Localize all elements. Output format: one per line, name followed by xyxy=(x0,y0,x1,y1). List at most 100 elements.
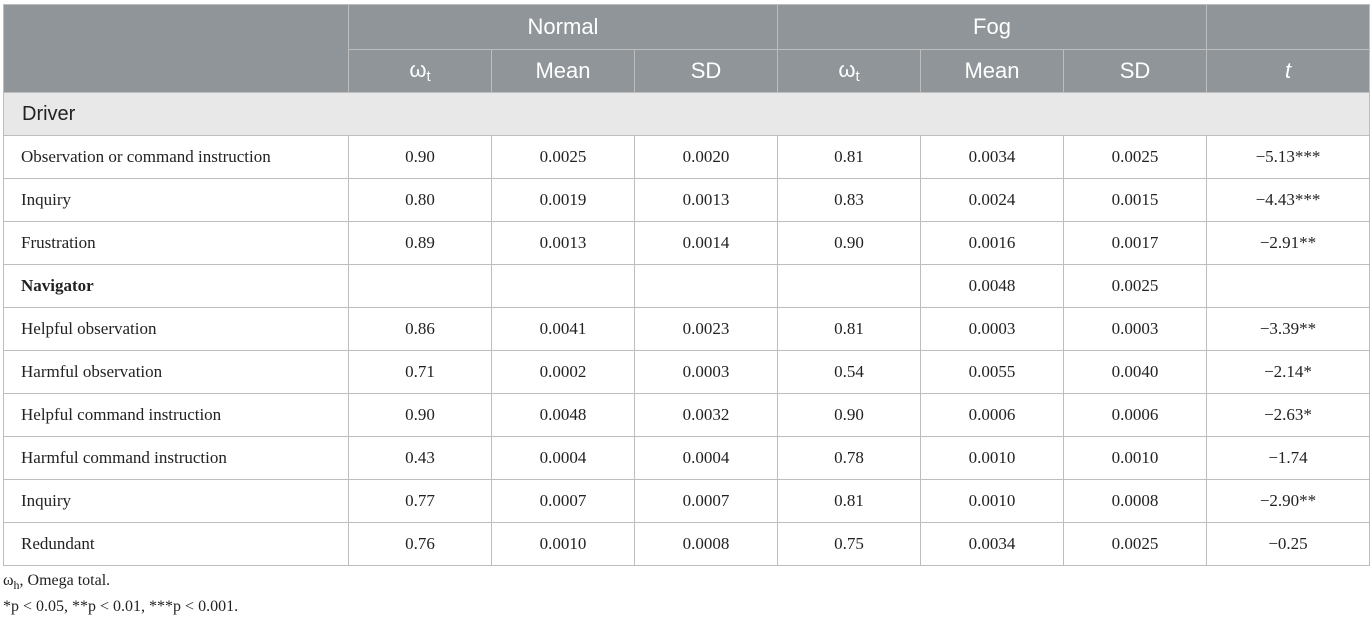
cell: 0.0010 xyxy=(491,522,635,566)
cell: −3.39** xyxy=(1206,307,1371,351)
cell: 0.0010 xyxy=(920,436,1064,480)
row-label: Harmful command instruction xyxy=(3,436,349,480)
cell: 0.75 xyxy=(777,522,921,566)
row-label: Helpful command instruction xyxy=(3,393,349,437)
cell: 0.0034 xyxy=(920,135,1064,179)
results-table: Normal Fog ωt Mean SD ωt Mean SD t Drive… xyxy=(2,4,1371,566)
table-row: Harmful command instruction 0.43 0.0004 … xyxy=(3,436,1371,480)
row-label: Redundant xyxy=(3,522,349,566)
row-label: Harmful observation xyxy=(3,350,349,394)
cell: 0.89 xyxy=(348,221,492,265)
header-t-spacer xyxy=(1206,4,1371,50)
cell: 0.0040 xyxy=(1062,350,1208,394)
section-label: Driver xyxy=(2,92,1371,136)
cell: 0.0032 xyxy=(634,393,778,437)
cell xyxy=(348,264,492,308)
cell: 0.86 xyxy=(348,307,492,351)
cell: 0.0041 xyxy=(491,307,635,351)
cell: 0.0002 xyxy=(491,350,635,394)
cell: −1.74 xyxy=(1206,436,1371,480)
table-footnotes: ωh, Omega total. *p < 0.05, **p < 0.01, … xyxy=(3,570,238,618)
cell: 0.0015 xyxy=(1062,178,1208,222)
cell: 0.77 xyxy=(348,479,492,523)
table-row: Helpful command instruction 0.90 0.0048 … xyxy=(3,393,1371,437)
cell: −2.90** xyxy=(1206,479,1371,523)
cell: 0.76 xyxy=(348,522,492,566)
table-row: Frustration 0.89 0.0013 0.0014 0.90 0.00… xyxy=(3,221,1371,265)
header-t: t xyxy=(1206,49,1371,93)
cell: 0.0010 xyxy=(1062,436,1208,480)
cell: 0.0004 xyxy=(491,436,635,480)
cell xyxy=(491,264,635,308)
table-row: Redundant 0.76 0.0010 0.0008 0.75 0.0034… xyxy=(3,522,1371,566)
header-fog-mean: Mean xyxy=(920,49,1064,93)
header-normal-sd: SD xyxy=(634,49,778,93)
cell: −2.63* xyxy=(1206,393,1371,437)
cell: 0.81 xyxy=(777,479,921,523)
cell: 0.71 xyxy=(348,350,492,394)
cell: 0.0003 xyxy=(1062,307,1208,351)
header-normal-omega: ωt xyxy=(348,49,492,93)
cell: 0.43 xyxy=(348,436,492,480)
cell: −0.25 xyxy=(1206,522,1371,566)
cell: 0.0008 xyxy=(634,522,778,566)
table-header: Normal Fog ωt Mean SD ωt Mean SD t xyxy=(3,4,1371,93)
row-label: Observation or command instruction xyxy=(3,135,349,179)
cell: 0.0025 xyxy=(491,135,635,179)
row-label: Helpful observation xyxy=(3,307,349,351)
table-row-navigator: Navigator 0.0048 0.0025 xyxy=(3,264,1371,308)
cell: 0.80 xyxy=(348,178,492,222)
table-row: Harmful observation 0.71 0.0002 0.0003 0… xyxy=(3,350,1371,394)
cell: 0.0006 xyxy=(1062,393,1208,437)
cell: 0.0014 xyxy=(634,221,778,265)
cell: 0.0016 xyxy=(920,221,1064,265)
header-normal: Normal xyxy=(348,4,778,50)
cell: 0.54 xyxy=(777,350,921,394)
cell: 0.81 xyxy=(777,307,921,351)
cell: 0.0024 xyxy=(920,178,1064,222)
cell: 0.0006 xyxy=(920,393,1064,437)
cell: 0.0048 xyxy=(491,393,635,437)
cell: 0.0048 xyxy=(920,264,1064,308)
cell: 0.0003 xyxy=(634,350,778,394)
header-blank xyxy=(3,4,349,93)
row-label: Navigator xyxy=(3,264,349,308)
cell: 0.0008 xyxy=(1062,479,1208,523)
section-row-driver: Driver xyxy=(2,92,1371,136)
cell: −4.43*** xyxy=(1206,178,1371,222)
row-label: Frustration xyxy=(3,221,349,265)
cell: 0.78 xyxy=(777,436,921,480)
cell: 0.0023 xyxy=(634,307,778,351)
cell: 0.0010 xyxy=(920,479,1064,523)
cell: 0.90 xyxy=(348,393,492,437)
header-fog: Fog xyxy=(776,4,1208,50)
cell xyxy=(634,264,778,308)
cell: 0.0007 xyxy=(634,479,778,523)
cell: 0.0025 xyxy=(1062,522,1208,566)
cell: 0.0013 xyxy=(491,221,635,265)
table-row: Observation or command instruction 0.90 … xyxy=(3,135,1371,179)
omega-footnote: ωh, Omega total. xyxy=(3,572,111,593)
cell: 0.81 xyxy=(777,135,921,179)
cell: −5.13*** xyxy=(1206,135,1371,179)
header-normal-mean: Mean xyxy=(491,49,635,93)
cell: 0.0003 xyxy=(920,307,1064,351)
cell: 0.0007 xyxy=(491,479,635,523)
cell: 0.90 xyxy=(777,221,921,265)
cell: 0.0055 xyxy=(920,350,1064,394)
cell: 0.83 xyxy=(777,178,921,222)
cell: 0.0025 xyxy=(1062,264,1208,308)
cell: 0.0004 xyxy=(634,436,778,480)
cell: 0.90 xyxy=(777,393,921,437)
significance-footnote: *p < 0.05, **p < 0.01, ***p < 0.001. xyxy=(3,598,239,616)
cell: 0.0019 xyxy=(491,178,635,222)
table-row: Inquiry 0.80 0.0019 0.0013 0.83 0.0024 0… xyxy=(3,178,1371,222)
cell: −2.91** xyxy=(1206,221,1371,265)
cell xyxy=(777,264,921,308)
cell: 0.0020 xyxy=(634,135,778,179)
cell xyxy=(1206,264,1371,308)
header-fog-sd: SD xyxy=(1062,49,1208,93)
cell: 0.0025 xyxy=(1062,135,1208,179)
cell: −2.14* xyxy=(1206,350,1371,394)
cell: 0.90 xyxy=(348,135,492,179)
